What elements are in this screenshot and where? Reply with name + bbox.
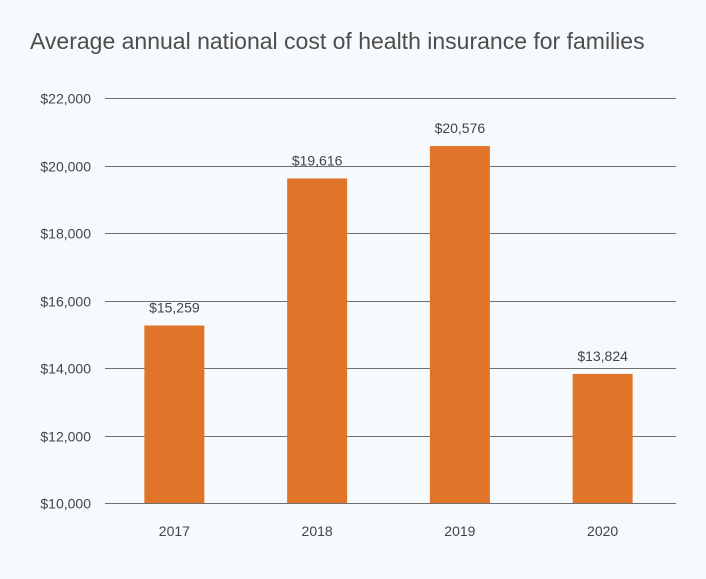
chart-title: Average annual national cost of health i… — [30, 28, 645, 54]
y-axis-tick-labels: $10,000 $12,000 $14,000 $16,000 $18,000 $20,0… — [40, 91, 91, 512]
bar — [144, 325, 205, 503]
x-tick-label: 2017 — [159, 523, 190, 539]
bar-value-label: $20,576 — [435, 120, 486, 136]
x-tick-label: 2020 — [587, 523, 618, 539]
bar-value-labels: $15,259 $19,616 $20,576 $13,824 — [149, 120, 628, 364]
x-tick-label: 2019 — [444, 523, 475, 539]
y-tick-label: $10,000 — [40, 496, 91, 512]
y-tick-label: $16,000 — [40, 294, 91, 310]
bar — [429, 146, 490, 503]
bar-value-label: $15,259 — [149, 300, 200, 316]
bar — [572, 373, 633, 503]
y-tick-label: $22,000 — [40, 91, 91, 107]
y-tick-label: $14,000 — [40, 361, 91, 377]
bar — [287, 178, 348, 503]
x-axis-tick-labels: 2017 2018 2019 2020 — [159, 523, 619, 539]
x-tick-label: 2018 — [302, 523, 333, 539]
bar-value-label: $13,824 — [577, 348, 628, 364]
y-tick-label: $20,000 — [40, 159, 91, 175]
y-tick-label: $12,000 — [40, 429, 91, 445]
bars — [144, 146, 633, 503]
bar-value-label: $19,616 — [292, 152, 343, 168]
y-tick-label: $18,000 — [40, 226, 91, 242]
